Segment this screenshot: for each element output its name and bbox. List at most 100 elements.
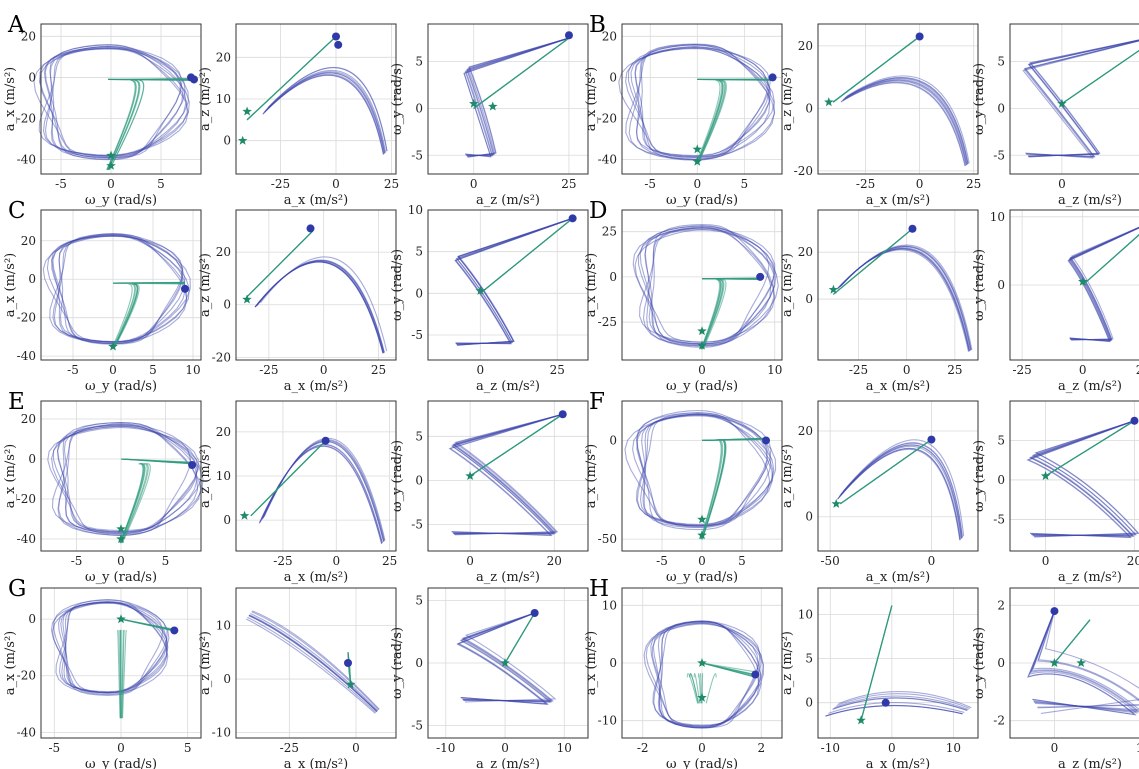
subplot-C-2: -25 0 25 -20 0 20 a_x (m/s²) a_z (m/s²): [198, 209, 397, 394]
x-tick-label: 5: [738, 554, 746, 568]
y-tick-label: 5: [997, 433, 1005, 447]
x-tick-label: 0: [470, 177, 478, 191]
x-axis-label: a_z (m/s²): [1058, 193, 1122, 208]
series-line-blue: [456, 217, 573, 346]
y-tick-label: -20: [598, 112, 617, 126]
series-line-blue: [50, 600, 168, 694]
y-axis-label: ω_y (rad/s): [972, 63, 987, 135]
series-line-blue: [1030, 610, 1139, 713]
start-star-marker: [242, 106, 252, 116]
series-line-blue: [648, 227, 772, 345]
y-tick-label: 0: [997, 278, 1005, 292]
y-tick-label: -20: [794, 164, 813, 178]
series-line-blue: [53, 235, 190, 343]
series-line-blue: [1029, 610, 1139, 714]
x-axis-label: ω_y (rad/s): [85, 570, 157, 585]
y-tick-label: 10: [216, 619, 231, 633]
x-axis-label: a_x (m/s²): [866, 570, 930, 585]
series-line-blue: [52, 235, 188, 343]
axes-frame: [1009, 209, 1139, 361]
x-tick-label: -10: [436, 741, 455, 755]
x-tick-label: 0: [109, 363, 117, 377]
x-axis-label: a_z (m/s²): [476, 193, 540, 208]
series-line-blue: [1028, 39, 1139, 157]
series-line-green: [833, 228, 913, 295]
y-tick-label: 10: [408, 203, 423, 217]
series-line-green: [246, 36, 337, 121]
y-axis-label: ω_y (rad/s): [390, 440, 405, 512]
series-line-blue: [464, 37, 570, 157]
x-tick-label: 25: [382, 554, 397, 568]
y-tick-label: 5: [415, 594, 423, 608]
end-dot-marker: [908, 224, 917, 233]
series-line-blue: [632, 414, 768, 527]
series-line-blue: [462, 612, 554, 702]
end-dot-marker: [564, 31, 573, 40]
series-line-green: [119, 618, 175, 719]
series-line-blue: [832, 697, 968, 711]
subplot-D-1: 0 10 -25 0 25 ω_y (rad/s) a_x (m/s²): [584, 209, 783, 394]
series-line-blue: [652, 622, 764, 727]
end-dot-marker: [306, 224, 315, 233]
series-line-blue: [836, 693, 971, 710]
series-line-green: [120, 618, 175, 719]
x-tick-label: 0: [1058, 177, 1066, 191]
y-axis-label: ω_y (rad/s): [972, 249, 987, 321]
series-line-blue: [645, 623, 762, 726]
series-line-blue: [267, 67, 388, 152]
start-star-marker: [828, 284, 839, 294]
series-line-blue: [63, 423, 198, 535]
series-line-blue: [52, 602, 164, 693]
x-tick-label: 0: [320, 363, 328, 377]
y-tick-label: 0: [805, 292, 813, 306]
axes-frame: [621, 400, 783, 552]
axes-frame: [817, 587, 979, 739]
x-tick-label: 25: [371, 363, 386, 377]
series-line-blue: [466, 37, 570, 157]
subplot-B-2: -25 0 25 -20 0 20 a_x (m/s²) a_z (m/s²): [780, 23, 981, 208]
series-line-blue: [261, 441, 385, 542]
series-line-blue: [248, 614, 378, 712]
y-tick-label: 0: [805, 101, 813, 115]
start-star-marker: [488, 101, 498, 111]
series-line-blue: [634, 48, 775, 157]
y-tick-label: 20: [21, 29, 36, 43]
series-line-blue: [650, 621, 764, 729]
series-line-blue: [51, 423, 191, 535]
y-tick-label: 10: [990, 210, 1005, 224]
panel-letter-A: A: [7, 12, 25, 38]
series-line-blue: [467, 37, 570, 158]
series-line-blue: [834, 695, 969, 711]
subplot-C-1: -5 0 5 10 -40 -20 0 20 ω_y (rad/s) a_x (m/s²): [3, 209, 202, 394]
y-tick-label: 20: [602, 29, 617, 43]
series-line-blue: [53, 599, 170, 696]
axes-frame: [40, 23, 202, 175]
series-line-green: [120, 618, 175, 719]
y-tick-label: 0: [223, 672, 231, 686]
series-line-blue: [1030, 610, 1139, 712]
series-line-blue: [448, 413, 563, 536]
series-line-blue: [1029, 420, 1135, 537]
y-tick-label: 0: [28, 452, 36, 466]
series-line-blue: [461, 612, 553, 702]
end-dot-marker: [751, 670, 760, 679]
subplot-B-1: -5 0 5 -40 -20 0 20 ω_y (rad/s) a_x (m/s²): [584, 23, 783, 208]
end-dot-marker: [558, 410, 567, 419]
x-tick-label: 25: [561, 177, 576, 191]
x-tick-label: 0: [117, 741, 125, 755]
panel-letter-E: E: [8, 389, 25, 415]
x-tick-label: -25: [1012, 363, 1031, 377]
y-tick-label: 0: [609, 70, 617, 84]
series-line-blue: [635, 412, 771, 528]
start-star-marker: [1040, 471, 1051, 480]
series-line-blue: [49, 233, 188, 345]
end-dot-marker: [190, 75, 198, 84]
series-line-blue: [451, 413, 563, 535]
y-tick-label: 0: [223, 513, 231, 527]
x-tick-label: 25: [966, 177, 981, 191]
axes-frame: [427, 400, 589, 552]
series-line-blue: [262, 74, 385, 155]
series-line-blue: [825, 705, 963, 717]
x-axis-label: a_x (m/s²): [866, 193, 930, 208]
series-line-blue: [463, 37, 570, 158]
